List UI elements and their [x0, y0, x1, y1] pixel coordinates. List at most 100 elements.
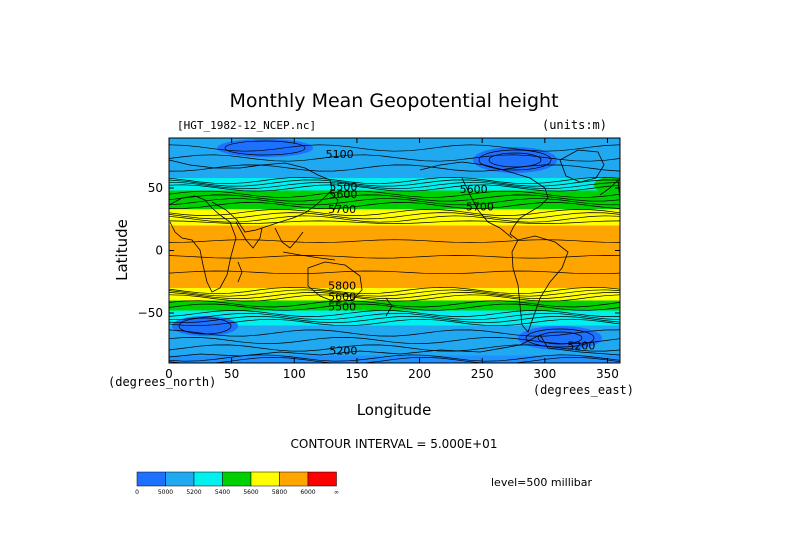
contour-line-18: [169, 220, 620, 224]
file-label: [HGT_1982-12_NCEP.nc]: [177, 119, 316, 132]
y-axis-ticks: −50 0 50: [138, 181, 620, 320]
coast-north-america: [419, 161, 549, 241]
color-band-2: [169, 310, 620, 326]
legend-tick-label-1: 5000: [158, 489, 173, 496]
contour-line-6: [169, 315, 620, 324]
legend-tick-label-0: 0: [135, 489, 139, 496]
coast-indonesia: [282, 251, 336, 261]
x-axis-ticks: 0 50 100 150 200 250 300 350: [165, 138, 619, 381]
contour-line-28: [169, 179, 620, 187]
x-tick-label-2: 100: [283, 367, 306, 381]
contour-line-23: [169, 198, 620, 206]
x-tick-label-6: 300: [533, 367, 556, 381]
legend-tick-label-4: 5600: [243, 489, 258, 496]
anomaly-blobs: [172, 139, 620, 350]
units-label: (units:m): [542, 118, 607, 132]
legend-swatch-4: [250, 471, 280, 487]
contour-line-30: [169, 164, 620, 172]
x-axis-label: Longitude: [357, 401, 432, 419]
coast-europe: [599, 179, 620, 201]
contour-label-8: 5500: [328, 301, 356, 314]
coast-africa: [169, 195, 237, 293]
polar-low-south-west: [172, 316, 238, 336]
contour-ring-4: [525, 328, 595, 348]
legend-swatch-6: [307, 471, 337, 487]
x-tick-label-7: 350: [596, 367, 619, 381]
contour-line-8: [169, 310, 620, 317]
contour-line-21: [169, 209, 620, 216]
legend-swatch-3: [222, 471, 252, 487]
contour-label-4: 5600: [460, 183, 488, 196]
y-tick-label-2: 50: [148, 181, 163, 195]
legend-swatch-5: [279, 471, 309, 487]
contour-label-7: 5600: [328, 291, 356, 304]
contour-line-14: [169, 286, 620, 295]
contour-line-29: [169, 176, 620, 185]
x-tick-label-4: 200: [408, 367, 431, 381]
coastlines: [169, 149, 620, 358]
coast-greenland: [559, 149, 605, 183]
ridge-atlantic: [594, 177, 620, 193]
contour-ring-2: [224, 140, 306, 156]
legend-tick-label-7: ∞: [334, 489, 339, 496]
contour-line-26: [169, 184, 620, 192]
contour-label-2: 5600: [329, 188, 357, 201]
color-legend: 0 5000 5200 5400 5600 5800 6000 ∞: [135, 471, 339, 496]
x-unit-label: (degrees_east): [533, 383, 634, 397]
coast-antarctica: [169, 334, 620, 358]
legend-tick-label-2: 5200: [186, 489, 201, 496]
level-label: level=500 millibar: [491, 476, 593, 489]
contour-line-20: [169, 212, 620, 220]
chart-title: Monthly Mean Geopotential height: [229, 90, 558, 112]
contour-line-10: [169, 300, 620, 308]
plot-area: 5100550056005700560057005800560055005200…: [169, 138, 620, 363]
contour-label-10: 5200: [567, 339, 595, 352]
contour-ring-3: [178, 317, 232, 335]
coast-madagascar: [237, 261, 243, 283]
contour-line-4: [169, 329, 620, 337]
polar-low-north-west: [217, 139, 313, 157]
contour-line-12: [169, 292, 620, 299]
x-tick-label-0: 0: [165, 367, 173, 381]
contour-line-24: [169, 194, 620, 202]
coast-japan: [329, 192, 339, 211]
contour-label-9: 5200: [329, 344, 357, 357]
contour-interval-label: CONTOUR INTERVAL = 5.000E+01: [291, 437, 498, 451]
contour-ring-5: [537, 331, 583, 345]
legend-swatch-1: [165, 471, 195, 487]
contour-label-0: 5100: [326, 148, 354, 161]
contour-line-13: [169, 289, 620, 297]
x-tick-label-1: 50: [224, 367, 239, 381]
contour-line-9: [169, 303, 620, 311]
color-band-8: [169, 178, 620, 191]
coast-eurasia: [169, 159, 333, 233]
contour-line-25: [169, 190, 620, 198]
y-unit-label: (degrees_north): [108, 375, 216, 389]
contour-line-15: [169, 270, 620, 275]
y-tick-label-1: 0: [155, 244, 163, 258]
legend-swatch-2: [193, 471, 223, 487]
contour-ring-1: [488, 152, 542, 168]
y-tick-label-0: −50: [138, 306, 163, 320]
coast-se-asia: [274, 227, 304, 249]
legend-tick-label-5: 5800: [272, 489, 287, 496]
contour-line-19: [169, 215, 620, 223]
contour-ring-0: [478, 149, 552, 171]
y-axis-label: Latitude: [113, 219, 131, 281]
color-band-5: [169, 225, 620, 288]
coast-south-america: [511, 235, 569, 333]
contour-line-7: [169, 312, 620, 321]
contour-line-11: [169, 294, 620, 302]
coast-new-zealand: [385, 297, 393, 317]
x-tick-label-5: 250: [471, 367, 494, 381]
coast-na-west: [461, 177, 513, 239]
contour-label-3: 5700: [328, 203, 356, 216]
contour-label-5: 5700: [466, 201, 494, 214]
legend-swatch-0: [136, 471, 166, 487]
contour-line-32: [169, 144, 620, 152]
contour-label-1: 5500: [329, 181, 357, 194]
x-tick-label-3: 150: [345, 367, 368, 381]
contour-line-5: [169, 318, 620, 327]
legend-tick-label-6: 6000: [300, 489, 315, 496]
